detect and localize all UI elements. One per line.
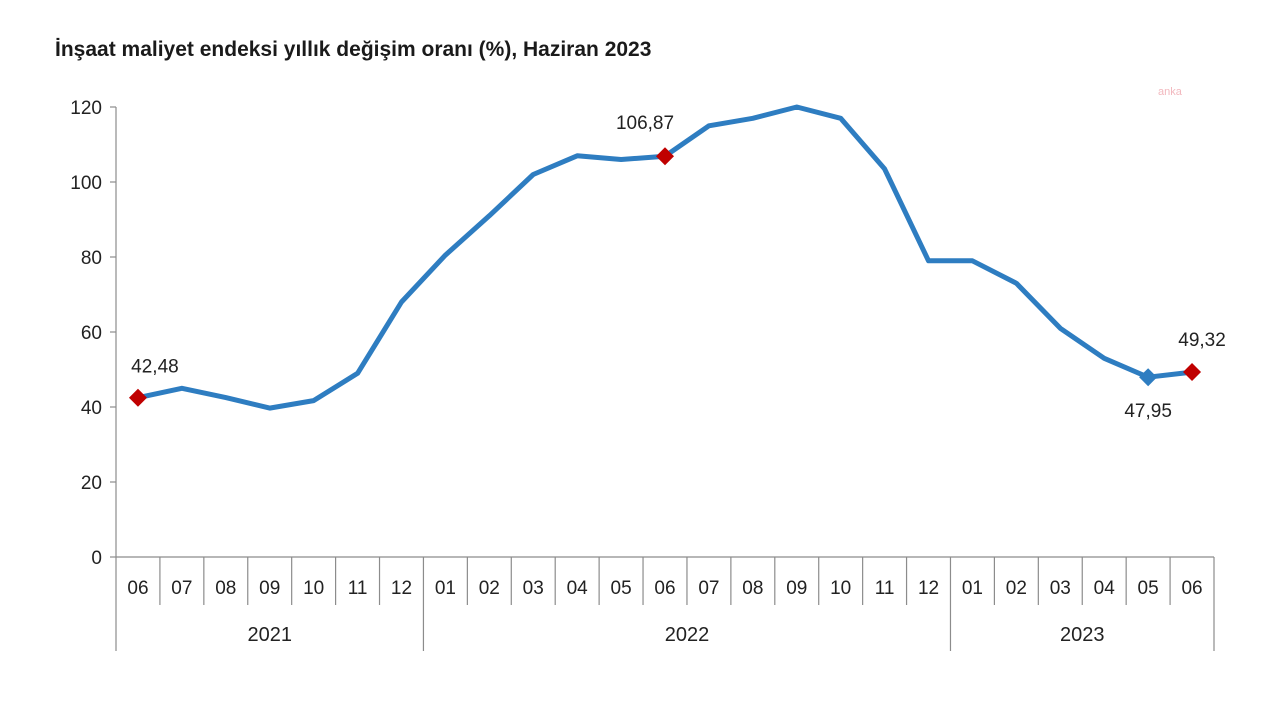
chart-title: İnşaat maliyet endeksi yıllık değişim or… — [55, 38, 652, 61]
x-tick-label: 06 — [127, 578, 148, 599]
x-tick-label: 08 — [215, 578, 236, 599]
year-label: 2022 — [665, 624, 710, 646]
y-tick-label: 60 — [81, 323, 102, 344]
data-label: 49,32 — [1178, 330, 1226, 351]
x-tick-label: 02 — [1006, 578, 1027, 599]
x-tick-label: 04 — [1094, 578, 1116, 599]
x-tick-label: 06 — [1181, 578, 1202, 599]
y-tick-label: 120 — [70, 98, 102, 119]
x-tick-label: 10 — [303, 578, 324, 599]
x-tick-label: 09 — [786, 578, 807, 599]
data-point-marker — [128, 388, 147, 407]
y-tick-label: 40 — [81, 398, 102, 419]
y-axis-ticks: 0 20 40 60 80 100 120 — [70, 98, 116, 569]
x-tick-label: 04 — [567, 578, 589, 599]
x-tick-label: 09 — [259, 578, 280, 599]
x-tick-label: 07 — [698, 578, 719, 599]
data-labels: 42,48 106,87 47,95 49,32 — [131, 113, 1226, 422]
data-point-marker — [1139, 368, 1158, 387]
x-tick-label: 06 — [654, 578, 675, 599]
watermark-logo: anka — [1158, 86, 1182, 98]
data-markers — [128, 147, 1202, 407]
y-tick-label: 20 — [81, 473, 102, 494]
x-axis-ticks: 06 07 08 09 10 11 12 01 02 03 04 05 06 07 08 09 10 11 12 01… — [115, 557, 1215, 605]
data-point-marker — [656, 147, 674, 166]
data-point-marker — [1183, 363, 1202, 382]
x-tick-label: 01 — [962, 578, 983, 599]
x-tick-label: 03 — [1050, 578, 1071, 599]
x-tick-label: 01 — [435, 578, 456, 599]
data-label: 47,95 — [1124, 401, 1172, 422]
x-tick-label: 07 — [171, 578, 192, 599]
y-tick-label: 100 — [70, 173, 102, 194]
y-tick-label: 80 — [81, 248, 102, 269]
x-tick-label: 12 — [391, 578, 412, 599]
data-label: 42,48 — [131, 357, 179, 378]
x-tick-label: 03 — [523, 578, 544, 599]
x-tick-label: 05 — [611, 578, 632, 599]
x-tick-label: 11 — [348, 578, 368, 599]
x-tick-label: 08 — [742, 578, 763, 599]
y-tick-label: 0 — [91, 548, 102, 569]
chart-axes — [115, 107, 1214, 558]
year-groups: 2021 2022 2023 — [115, 605, 1215, 651]
year-label: 2023 — [1060, 624, 1105, 646]
data-label: 106,87 — [616, 113, 674, 134]
x-tick-label: 02 — [479, 578, 500, 599]
x-tick-label: 05 — [1138, 578, 1159, 599]
x-tick-label: 12 — [918, 578, 939, 599]
x-tick-label: 10 — [830, 578, 851, 599]
year-label: 2021 — [247, 624, 292, 646]
x-tick-label: 11 — [875, 578, 895, 599]
